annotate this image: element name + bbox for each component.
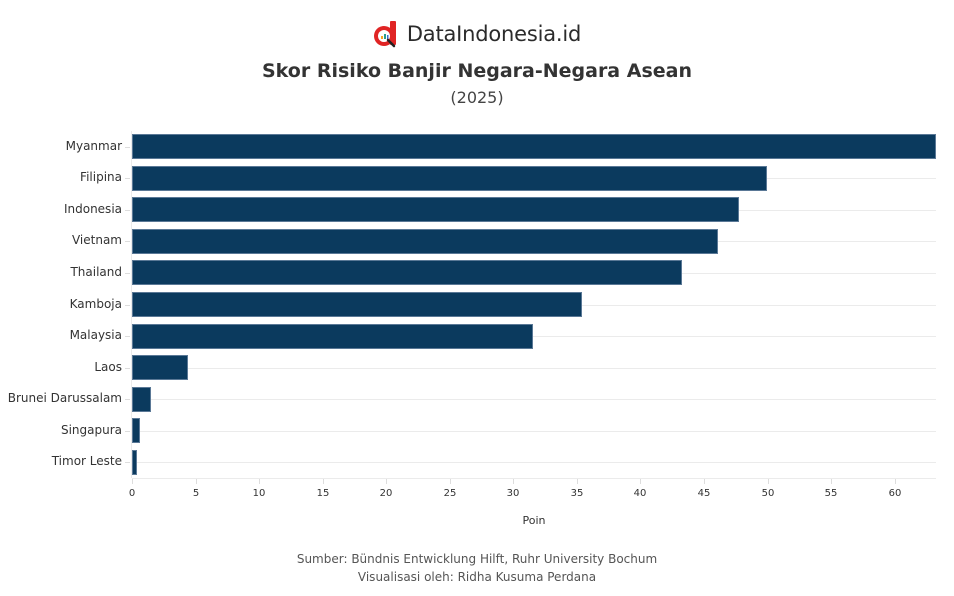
chart-subtitle: (2025) bbox=[450, 88, 504, 107]
y-tick-label: Singapura bbox=[60, 423, 122, 437]
bar-myanmar[interactable] bbox=[132, 134, 936, 159]
bar-kamboja[interactable] bbox=[132, 292, 582, 317]
x-tick-label: 5 bbox=[192, 488, 200, 499]
x-tick-mark bbox=[132, 479, 133, 484]
x-tick-label: 60 bbox=[888, 488, 902, 499]
y-tick-label: Indonesia bbox=[63, 202, 122, 216]
x-tick-label: 20 bbox=[379, 488, 393, 499]
y-tick-label: Malaysia bbox=[69, 328, 122, 342]
y-tick-label: Myanmar bbox=[65, 139, 122, 153]
gridline bbox=[132, 399, 936, 400]
y-tick-label: Kamboja bbox=[69, 297, 122, 311]
magnifier-chart-logo-icon bbox=[373, 20, 399, 48]
x-tick-mark bbox=[259, 479, 260, 484]
credit-note: Visualisasi oleh: Ridha Kusuma Perdana bbox=[357, 570, 597, 584]
y-tick-mark bbox=[125, 431, 130, 432]
x-tick-label: 40 bbox=[633, 488, 647, 499]
plot-area bbox=[131, 131, 936, 478]
y-tick-label: Vietnam bbox=[71, 233, 122, 247]
bar-indonesia[interactable] bbox=[132, 197, 740, 222]
y-tick-mark bbox=[125, 273, 130, 274]
x-axis-label: Poin bbox=[522, 514, 546, 527]
x-tick-label: 10 bbox=[252, 488, 266, 499]
y-tick-mark bbox=[125, 210, 130, 211]
y-tick-mark bbox=[125, 336, 130, 337]
x-tick-mark bbox=[513, 479, 514, 484]
x-tick-mark bbox=[386, 479, 387, 484]
x-axis-line bbox=[132, 478, 936, 479]
y-tick-mark bbox=[125, 305, 130, 306]
x-tick-label: 45 bbox=[697, 488, 711, 499]
x-tick-label: 0 bbox=[128, 488, 136, 499]
x-tick-label: 15 bbox=[316, 488, 330, 499]
bar-singapura[interactable] bbox=[132, 418, 140, 443]
y-tick-label: Laos bbox=[94, 360, 122, 374]
y-tick-mark bbox=[125, 241, 130, 242]
x-tick-mark bbox=[704, 479, 705, 484]
brand-header: DataIndonesia.id bbox=[0, 20, 954, 48]
x-tick-mark bbox=[768, 479, 769, 484]
x-tick-mark bbox=[577, 479, 578, 484]
x-tick-mark bbox=[895, 479, 896, 484]
bar-filipina[interactable] bbox=[132, 166, 768, 191]
bar-brunei-darussalam[interactable] bbox=[132, 387, 152, 412]
source-note: Sumber: Bündnis Entwicklung Hilft, Ruhr … bbox=[296, 552, 658, 566]
y-tick-label: Filipina bbox=[80, 170, 122, 184]
gridline bbox=[132, 462, 936, 463]
bar-timor-leste[interactable] bbox=[132, 450, 138, 475]
x-tick-label: 30 bbox=[506, 488, 520, 499]
y-tick-mark bbox=[125, 462, 130, 463]
x-tick-label: 25 bbox=[443, 488, 457, 499]
y-tick-label: Timor Leste bbox=[51, 454, 122, 468]
x-tick-mark bbox=[640, 479, 641, 484]
x-tick-mark bbox=[450, 479, 451, 484]
y-axis-line bbox=[131, 131, 132, 478]
x-tick-label: 55 bbox=[824, 488, 838, 499]
bar-malaysia[interactable] bbox=[132, 324, 534, 349]
gridline bbox=[132, 336, 936, 337]
y-tick-label: Thailand bbox=[70, 265, 122, 279]
y-tick-mark bbox=[125, 147, 130, 148]
brand-name: DataIndonesia.id bbox=[406, 22, 582, 46]
gridline bbox=[132, 431, 936, 432]
x-tick-mark bbox=[323, 479, 324, 484]
y-tick-label: Brunei Darussalam bbox=[7, 391, 122, 405]
bar-laos[interactable] bbox=[132, 355, 188, 380]
bar-vietnam[interactable] bbox=[132, 229, 718, 254]
x-tick-mark bbox=[196, 479, 197, 484]
chart-title: Skor Risiko Banjir Negara-Negara Asean bbox=[262, 60, 692, 82]
bar-thailand[interactable] bbox=[132, 260, 682, 285]
y-tick-mark bbox=[125, 368, 130, 369]
x-tick-label: 35 bbox=[570, 488, 584, 499]
y-tick-mark bbox=[125, 178, 130, 179]
gridline bbox=[132, 368, 936, 369]
x-tick-label: 50 bbox=[761, 488, 775, 499]
y-tick-mark bbox=[125, 399, 130, 400]
x-tick-mark bbox=[831, 479, 832, 484]
